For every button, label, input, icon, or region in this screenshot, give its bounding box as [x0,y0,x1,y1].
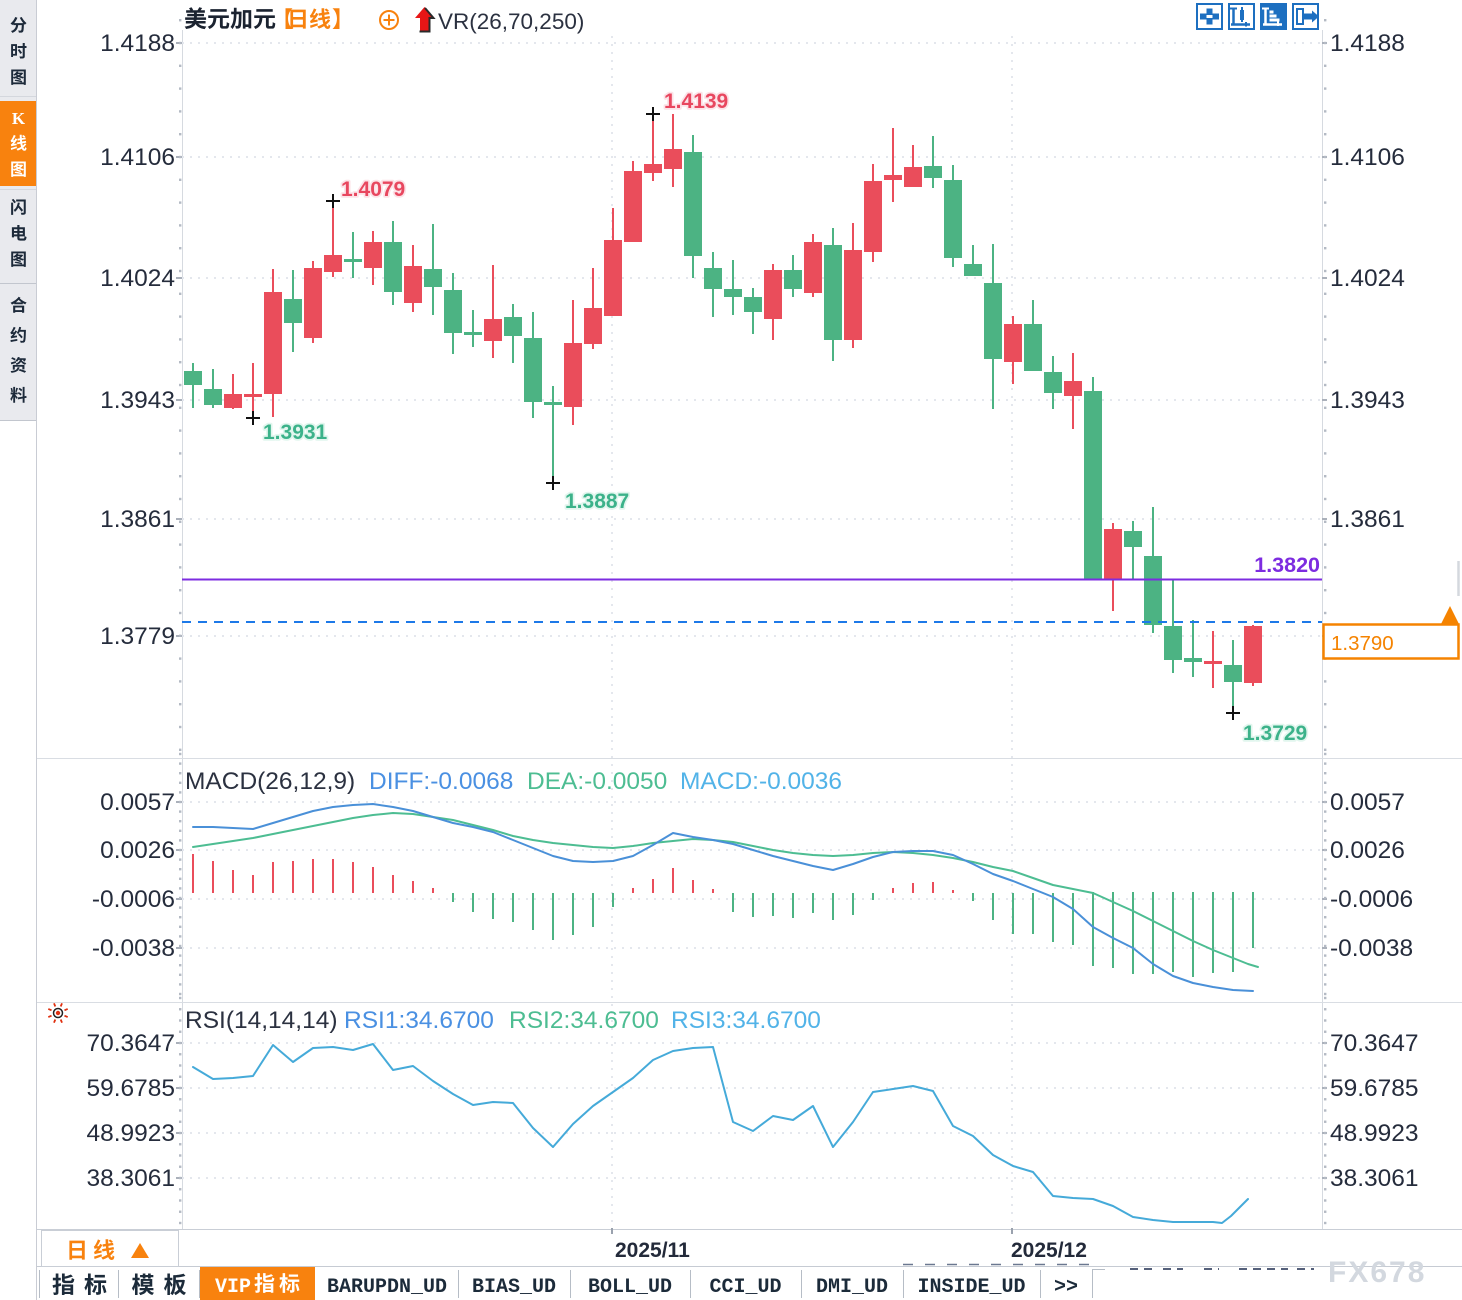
svg-text:BIAS_UD: BIAS_UD [472,1276,556,1299]
svg-text:RSI1:34.6700: RSI1:34.6700 [344,1007,494,1034]
svg-text:RSI3:34.6700: RSI3:34.6700 [671,1007,821,1034]
svg-text:1.3820: 1.3820 [1254,553,1320,577]
svg-text:1.3729: 1.3729 [1243,722,1307,745]
svg-text:38.3061: 38.3061 [86,1165,175,1192]
svg-text:1.4188: 1.4188 [100,30,175,57]
svg-text:1.3779: 1.3779 [100,623,175,650]
svg-text:MACD(26,12,9): MACD(26,12,9) [185,768,355,795]
svg-text:1.4139: 1.4139 [664,90,728,113]
svg-text:DEA:-0.0050: DEA:-0.0050 [527,768,667,795]
svg-text:-0.0038: -0.0038 [92,935,175,962]
svg-text:1.3887: 1.3887 [565,490,629,513]
svg-text:48.9923: 48.9923 [1330,1120,1419,1147]
svg-text:2025/12: 2025/12 [1011,1239,1087,1262]
svg-text:1.4024: 1.4024 [100,265,175,292]
svg-text:MACD:-0.0036: MACD:-0.0036 [680,768,842,795]
svg-text:70.3647: 70.3647 [86,1030,175,1057]
svg-text:VR(26,70,250): VR(26,70,250) [438,9,584,34]
svg-text:1.3943: 1.3943 [100,387,175,414]
svg-text:-0.0038: -0.0038 [1330,935,1413,962]
svg-text:1.3861: 1.3861 [1330,506,1405,533]
svg-text:1.4079: 1.4079 [341,178,405,201]
svg-text:DMI_UD: DMI_UD [816,1276,888,1299]
svg-text:RSI(14,14,14): RSI(14,14,14) [185,1007,338,1034]
svg-text:DIFF:-0.0068: DIFF:-0.0068 [369,768,513,795]
svg-text:BOLL_UD: BOLL_UD [588,1276,672,1299]
svg-text:1.4106: 1.4106 [1330,144,1405,171]
svg-text:FX678: FX678 [1328,1256,1426,1289]
svg-text:RSI2:34.6700: RSI2:34.6700 [509,1007,659,1034]
svg-text:1.3861: 1.3861 [100,506,175,533]
svg-text:1.3943: 1.3943 [1330,387,1405,414]
svg-text:BARUPDN_UD: BARUPDN_UD [327,1276,447,1299]
svg-text:-0.0006: -0.0006 [1330,886,1413,913]
svg-text:INSIDE_UD: INSIDE_UD [917,1276,1025,1299]
svg-text:59.6785: 59.6785 [86,1075,175,1102]
svg-text:1.3790: 1.3790 [1331,632,1394,655]
svg-text:1.3931: 1.3931 [263,421,328,444]
svg-text:0.0057: 0.0057 [100,789,175,816]
svg-text:48.9923: 48.9923 [86,1120,175,1147]
svg-text:0.0026: 0.0026 [100,837,175,864]
svg-text:0.0026: 0.0026 [1330,837,1405,864]
svg-text:70.3647: 70.3647 [1330,1030,1419,1057]
svg-text:1.4024: 1.4024 [1330,265,1405,292]
svg-text:CCI_UD: CCI_UD [709,1276,781,1299]
svg-text:0.0057: 0.0057 [1330,789,1405,816]
svg-text:VIP: VIP [215,1276,251,1299]
svg-text:38.3061: 38.3061 [1330,1165,1419,1192]
svg-text:59.6785: 59.6785 [1330,1075,1419,1102]
svg-text:1.4188: 1.4188 [1330,30,1405,57]
svg-text:K: K [12,109,26,128]
svg-text:1.4106: 1.4106 [100,144,175,171]
svg-text:-0.0006: -0.0006 [92,886,175,913]
svg-text:>>: >> [1054,1276,1078,1299]
svg-text:2025/11: 2025/11 [615,1239,690,1262]
